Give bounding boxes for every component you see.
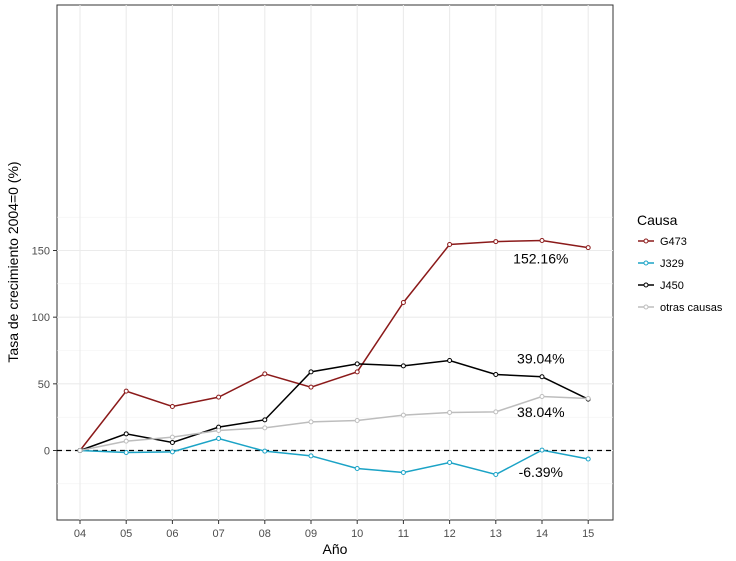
legend-title: Causa [637, 212, 678, 228]
data-point [216, 428, 222, 434]
data-point [354, 369, 360, 375]
data-point [493, 409, 499, 415]
legend-key-point [643, 238, 649, 244]
legend-label: J450 [660, 280, 684, 292]
data-point [308, 453, 314, 459]
data-point [77, 448, 83, 453]
annotation-label: -6.39% [519, 464, 563, 480]
data-point [308, 419, 314, 425]
x-tick-label: 05 [120, 528, 132, 540]
legend-label: otras causas [660, 302, 723, 314]
x-tick-label: 07 [212, 528, 224, 540]
data-point [354, 361, 360, 367]
data-point [493, 372, 499, 378]
y-tick-label: 100 [32, 312, 50, 324]
data-point [539, 394, 545, 400]
x-tick-label: 08 [259, 528, 271, 540]
data-point [308, 369, 314, 375]
x-tick-label: 15 [582, 528, 594, 540]
plot-panel [56, 4, 614, 521]
data-point [169, 434, 175, 440]
data-point [354, 418, 360, 424]
series-line-j329 [79, 437, 589, 476]
data-point [169, 404, 175, 410]
legend-key-point [643, 304, 649, 310]
data-point [493, 239, 499, 245]
y-tick-label: 0 [44, 446, 50, 458]
x-tick-label: 14 [536, 528, 548, 540]
x-tick-label: 09 [305, 528, 317, 540]
x-tick-label: 10 [351, 528, 363, 540]
legend-label: G473 [660, 236, 687, 248]
data-point [262, 371, 268, 377]
data-point [585, 456, 591, 462]
x-tick-label: 06 [166, 528, 178, 540]
x-axis-title: Año [323, 541, 348, 557]
legend-key-point [643, 282, 649, 288]
series-line-otras-causas [79, 395, 589, 452]
legend-label: J329 [660, 258, 684, 270]
x-axis-ticks: 04 05 06 07 08 09 10 11 12 13 14 15 [74, 520, 594, 540]
data-point [123, 388, 129, 394]
x-tick-label: 13 [490, 528, 502, 540]
data-point [493, 471, 499, 477]
data-point [123, 431, 129, 437]
data-point [308, 384, 314, 390]
data-point [169, 440, 175, 446]
series-line-g473 [79, 239, 589, 451]
y-axis-title: Tasa de crecimiento 2004=0 (%) [5, 161, 21, 362]
data-point [262, 425, 268, 431]
series-line-j450 [79, 359, 589, 452]
legend-key-point [643, 260, 649, 266]
data-point [447, 410, 453, 416]
y-tick-label: 50 [38, 379, 50, 391]
data-point [539, 238, 545, 244]
data-point [447, 459, 453, 465]
data-point [447, 358, 453, 364]
data-point [169, 449, 175, 455]
legend: Causa G473 J329 J450 otras causas [637, 212, 723, 314]
data-point [447, 242, 453, 248]
data-point [539, 447, 545, 453]
data-point [400, 300, 406, 306]
data-point [585, 245, 591, 251]
annotation-label: 39.04% [517, 351, 564, 367]
data-point [585, 396, 591, 402]
y-tick-label: 150 [32, 246, 50, 258]
data-point [216, 436, 222, 442]
data-point [400, 363, 406, 369]
annotation-label: 38.04% [517, 404, 564, 420]
data-point [354, 465, 360, 471]
data-point [123, 449, 129, 455]
data-point [262, 417, 268, 423]
x-tick-label: 04 [74, 528, 86, 540]
data-point [400, 412, 406, 418]
data-point [539, 374, 545, 380]
annotations: 152.16% 39.04% 38.04% -6.39% [513, 251, 568, 480]
data-point [216, 394, 222, 400]
series-lines [77, 238, 591, 477]
data-point [400, 469, 406, 475]
x-tick-label: 11 [398, 528, 409, 540]
x-tick-label: 12 [443, 528, 455, 540]
data-point [123, 438, 129, 444]
data-point [262, 448, 268, 454]
annotation-label: 152.16% [513, 251, 568, 267]
y-axis-ticks: 0 50 100 150 [32, 246, 57, 458]
